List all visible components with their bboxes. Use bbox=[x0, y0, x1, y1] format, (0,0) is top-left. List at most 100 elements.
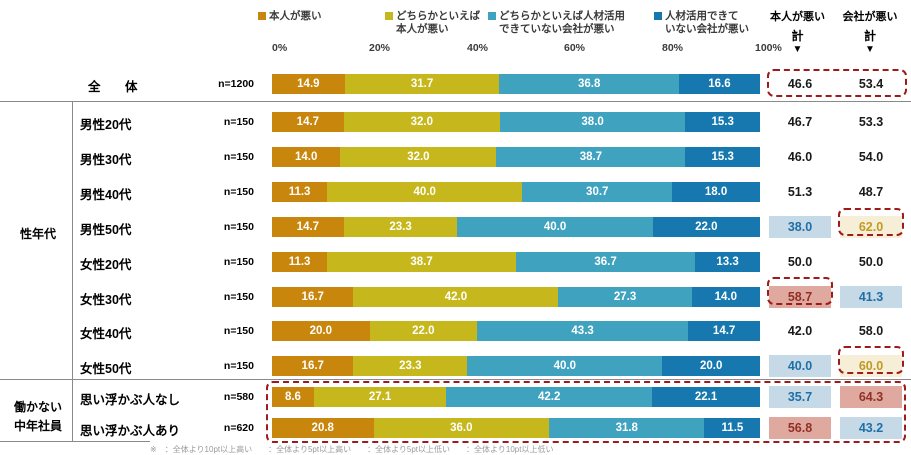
bar-segment-0: 8.6 bbox=[272, 387, 314, 407]
legend-label-0: 本人が悪い bbox=[269, 10, 322, 22]
divider-bottom bbox=[0, 441, 150, 443]
bar-segment-3: 13.3 bbox=[695, 252, 760, 272]
total-kaisha: 43.2 bbox=[840, 417, 902, 439]
divider-vert-gender bbox=[72, 101, 74, 379]
divider-top bbox=[0, 101, 911, 103]
chart-footnote: ※ ：全体より10pt以上高い ：全体より5pt以上高い ：全体より5pt以上低… bbox=[150, 445, 554, 454]
row-sample-size: n=150 bbox=[223, 116, 254, 128]
chart-legend: 本人が悪い どちらかといえば 本人が悪い どちらかといえば人材活用 できていない… bbox=[258, 10, 908, 50]
total-honnin: 42.0 bbox=[787, 324, 813, 338]
bar-segment-1: 23.3 bbox=[353, 356, 468, 376]
bar-segment-0: 16.7 bbox=[272, 356, 354, 376]
bar-segment-1: 32.0 bbox=[340, 147, 497, 167]
stacked-bar: 16.7 23.3 40.0 20.0 bbox=[272, 356, 760, 376]
row-sample-size: n=580 bbox=[223, 391, 254, 403]
bar-segment-0: 11.3 bbox=[272, 252, 328, 272]
bar-segment-1: 40.0 bbox=[327, 182, 523, 202]
row-category-label: 思い浮かぶ人あり bbox=[80, 424, 181, 438]
total-honnin: 46.6 bbox=[787, 77, 813, 91]
row-sample-size: n=150 bbox=[223, 291, 254, 303]
row-category-label: 思い浮かぶ人なし bbox=[80, 393, 181, 407]
bar-segment-2: 43.3 bbox=[476, 321, 689, 341]
bar-segment-2: 27.3 bbox=[558, 287, 692, 307]
row-category-label: 男性50代 bbox=[80, 223, 132, 237]
row-sample-size: n=620 bbox=[223, 422, 254, 434]
bar-segment-2: 36.8 bbox=[499, 74, 679, 94]
total-kaisha: 54.0 bbox=[858, 150, 884, 164]
group-label-nonwork-line1: 働かない bbox=[13, 400, 62, 414]
stacked-bar: 14.9 31.7 36.8 16.6 bbox=[272, 74, 760, 94]
total-kaisha: 60.0 bbox=[840, 355, 902, 377]
axis-tick-1: 20% bbox=[369, 42, 391, 54]
row-sample-size: n=150 bbox=[223, 256, 254, 268]
total-kaisha: 58.0 bbox=[858, 324, 884, 338]
divider-groups bbox=[0, 379, 911, 381]
axis-tick-4: 80% bbox=[662, 42, 684, 54]
total-kaisha: 53.4 bbox=[858, 77, 884, 91]
x-axis: 0% 20% 40% 60% 80% 100% bbox=[0, 42, 911, 56]
stacked-bar: 11.3 38.7 36.7 13.3 bbox=[272, 252, 760, 272]
bar-segment-3: 15.3 bbox=[685, 112, 760, 132]
group-label-nonwork-line2: 中年社員 bbox=[13, 419, 62, 433]
legend-swatch-1 bbox=[385, 12, 393, 20]
bar-segment-2: 38.7 bbox=[496, 147, 686, 167]
legend-label-1: どちらかといえば bbox=[396, 10, 480, 22]
bar-segment-2: 40.0 bbox=[457, 217, 653, 237]
dashed-box-male50s-kaisha bbox=[838, 208, 904, 236]
bar-segment-3: 15.3 bbox=[685, 147, 760, 167]
row-category-label: 女性40代 bbox=[80, 327, 132, 341]
legend-label-2: どちらかといえば人材活用 bbox=[499, 10, 625, 22]
legend-item-0: 本人が悪い bbox=[258, 10, 322, 23]
sort-down-arrow-icon-2: ▼ bbox=[865, 44, 875, 55]
bar-segment-0: 14.9 bbox=[272, 74, 345, 94]
legend-item-2: どちらかといえば人材活用 できていない会社が悪い bbox=[488, 10, 625, 36]
axis-tick-0: 0% bbox=[272, 42, 288, 54]
total-honnin: 51.3 bbox=[787, 185, 813, 199]
bar-segment-1: 23.3 bbox=[343, 217, 458, 237]
bar-segment-2: 42.2 bbox=[446, 387, 653, 407]
total-honnin: 35.7 bbox=[769, 386, 831, 408]
bar-segment-3: 22.1 bbox=[652, 387, 760, 407]
bar-segment-1: 32.0 bbox=[343, 112, 500, 132]
legend-label-2-line2: できていない会社が悪い bbox=[499, 23, 615, 35]
total-kaisha: 62.0 bbox=[840, 216, 902, 238]
bar-segment-1: 36.0 bbox=[373, 418, 550, 438]
dashed-box-female50s-kaisha bbox=[838, 346, 904, 374]
total-honnin: 50.0 bbox=[787, 255, 813, 269]
bar-segment-0: 20.8 bbox=[272, 418, 374, 438]
stacked-bar: 14.7 32.0 38.0 15.3 bbox=[272, 112, 760, 132]
totals-header-kaisha: 会社が悪い 計 ▼ bbox=[836, 8, 904, 55]
total-honnin: 40.0 bbox=[769, 355, 831, 377]
row-sample-size: n=150 bbox=[223, 186, 254, 198]
bar-segment-0: 11.3 bbox=[272, 182, 328, 202]
bar-segment-3: 18.0 bbox=[672, 182, 760, 202]
legend-swatch-2 bbox=[488, 12, 496, 20]
stacked-bar: 20.8 36.0 31.8 11.5 bbox=[272, 418, 761, 438]
total-honnin: 46.7 bbox=[787, 115, 813, 129]
row-sample-size: n=150 bbox=[223, 325, 254, 337]
stacked-bar: 14.0 32.0 38.7 15.3 bbox=[272, 147, 760, 167]
row-category-label: 男性30代 bbox=[80, 153, 132, 167]
row-category-label: 女性50代 bbox=[80, 362, 132, 376]
bar-segment-3: 16.6 bbox=[678, 74, 760, 94]
total-kaisha: 48.7 bbox=[858, 185, 884, 199]
stacked-bar: 11.3 40.0 30.7 18.0 bbox=[272, 182, 760, 202]
group-label-gender-age: 性年代 bbox=[19, 227, 56, 241]
dashed-box-total-row bbox=[767, 69, 907, 97]
row-sample-size: n=150 bbox=[223, 360, 254, 372]
bar-segment-2: 38.0 bbox=[499, 112, 686, 132]
bar-segment-2: 30.7 bbox=[522, 182, 673, 202]
row-category-label: 女性20代 bbox=[80, 258, 132, 272]
row-sample-size: n=150 bbox=[223, 221, 254, 233]
row-category-label: 男性40代 bbox=[80, 188, 132, 202]
total-honnin: 38.0 bbox=[769, 216, 831, 238]
bar-segment-1: 27.1 bbox=[313, 387, 447, 407]
stacked-bar: 20.0 22.0 43.3 14.7 bbox=[272, 321, 760, 341]
bar-segment-3: 20.0 bbox=[662, 356, 760, 376]
bar-segment-0: 14.7 bbox=[272, 217, 344, 237]
totals-header-kaisha-sub: 計 bbox=[863, 29, 876, 43]
bar-segment-3: 22.0 bbox=[652, 217, 760, 237]
total-honnin: 56.8 bbox=[769, 417, 831, 439]
row-category-label: 女性30代 bbox=[80, 293, 132, 307]
